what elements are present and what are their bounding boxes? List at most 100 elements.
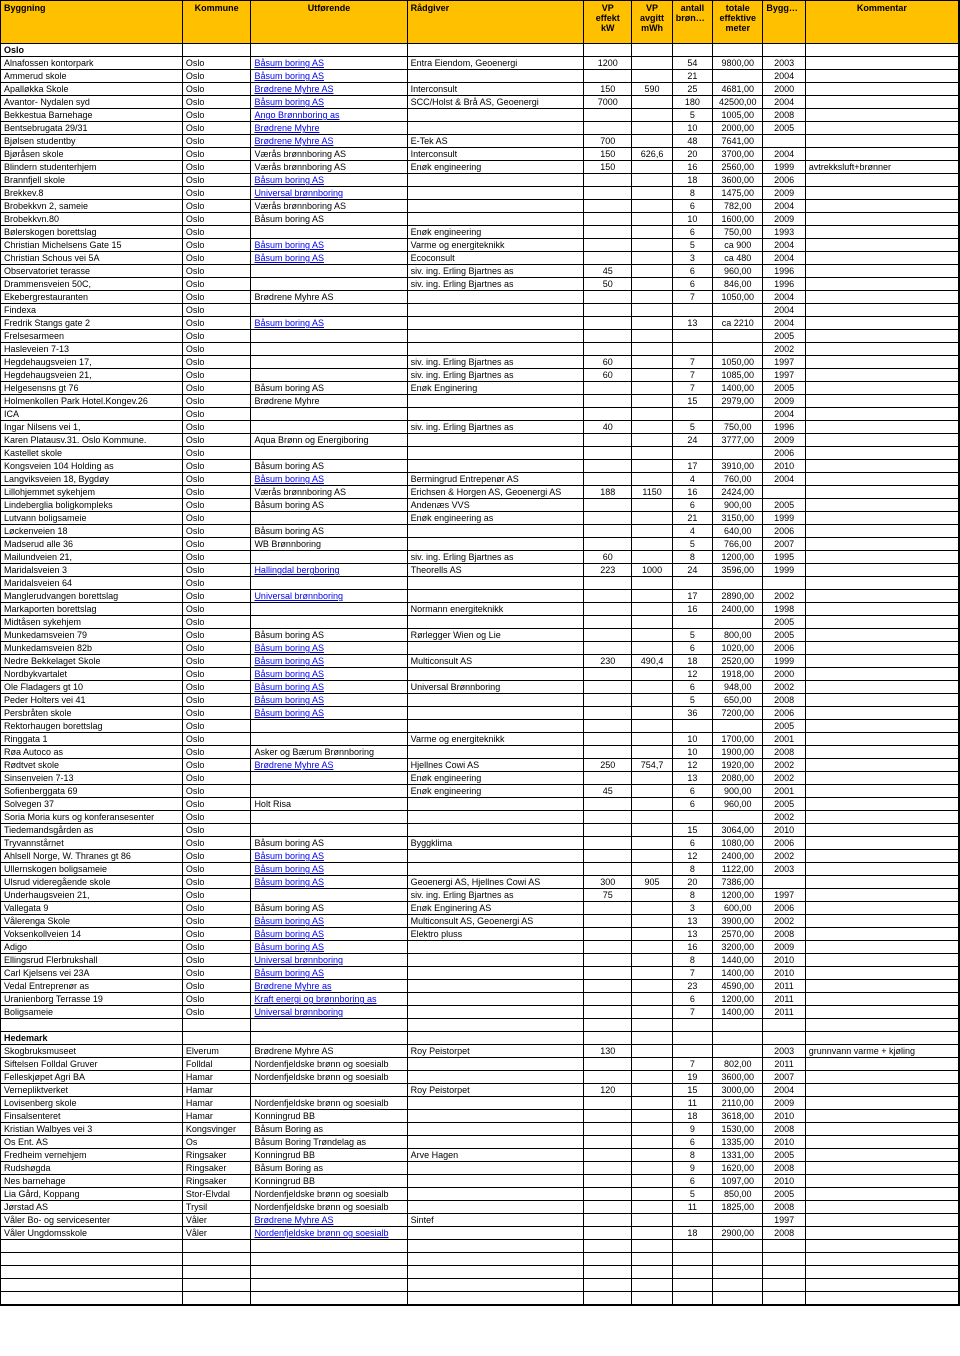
cell-kommentar xyxy=(805,226,958,239)
cell-kommune: Ringsaker xyxy=(182,1175,251,1188)
link[interactable]: Båsum boring AS xyxy=(254,58,324,68)
link[interactable]: Hallingdal bergboring xyxy=(254,565,339,575)
link[interactable]: Universal brønnboring xyxy=(254,955,343,965)
cell-utforende: Båsum boring AS xyxy=(251,642,407,655)
link[interactable]: Brødrene Myhre AS xyxy=(254,136,333,146)
table-row: EkebergrestaurantenOsloBrødrene Myhre AS… xyxy=(1,291,959,304)
cell-radgiver: Varme og energiteknikk xyxy=(407,239,583,252)
link[interactable]: Båsum boring AS xyxy=(254,877,324,887)
cell-utforende: Brødrene Myhre as xyxy=(251,980,407,993)
link[interactable]: Båsum boring AS xyxy=(254,682,324,692)
cell-kommune: Oslo xyxy=(182,941,251,954)
cell-radgiver: Roy Peistorpet xyxy=(407,1084,583,1097)
cell-radgiver xyxy=(407,967,583,980)
link[interactable]: Båsum boring AS xyxy=(254,864,324,874)
cell-kommune: Oslo xyxy=(182,837,251,850)
cell-vp-effekt xyxy=(584,694,632,707)
link[interactable]: Båsum boring AS xyxy=(254,929,324,939)
link[interactable]: Båsum boring AS xyxy=(254,71,324,81)
cell-radgiver xyxy=(407,213,583,226)
cell-utforende: Nordenfjeldske brønn og soesialb xyxy=(251,1227,407,1240)
cell-byggning: Nes barnehage xyxy=(1,1175,182,1188)
cell-totale: 782,00 xyxy=(713,200,763,213)
link[interactable]: Båsum boring AS xyxy=(254,656,324,666)
cell-vp-effekt xyxy=(584,668,632,681)
cell-kommune: Oslo xyxy=(182,720,251,733)
cell-totale: 1200,00 xyxy=(713,993,763,1006)
cell-vp-avgitt xyxy=(632,213,672,226)
link[interactable]: Båsum boring AS xyxy=(254,474,324,484)
cell-vp-avgitt xyxy=(632,1214,672,1227)
cell-antall: 13 xyxy=(672,317,712,330)
cell-kommentar xyxy=(805,174,958,187)
link[interactable]: Båsum boring AS xyxy=(254,708,324,718)
cell-kommune: Oslo xyxy=(182,343,251,356)
cell-vp-effekt xyxy=(584,70,632,83)
cell-radgiver: Varme og energiteknikk xyxy=(407,733,583,746)
cell-totale: 1050,00 xyxy=(713,356,763,369)
link[interactable]: Båsum boring AS xyxy=(254,97,324,107)
link[interactable]: Båsum boring AS xyxy=(254,968,324,978)
cell-antall: 9 xyxy=(672,1123,712,1136)
cell-utforende: Brødrene Myhre xyxy=(251,395,407,408)
link[interactable]: Båsum boring AS xyxy=(254,942,324,952)
link[interactable]: Båsum boring AS xyxy=(254,253,324,263)
cell-radgiver xyxy=(407,395,583,408)
cell-radgiver: siv. ing. Erling Bjartnes as xyxy=(407,265,583,278)
cell-radgiver xyxy=(407,811,583,824)
cell-byggning: Munkedamsveien 82b xyxy=(1,642,182,655)
data-table: Byggning Kommune Utførende Rådgiver VPef… xyxy=(1,1,959,1305)
cell-vp-avgitt xyxy=(632,200,672,213)
link[interactable]: Båsum boring AS xyxy=(254,240,324,250)
link[interactable]: Universal brønnboring xyxy=(254,188,343,198)
link[interactable]: Båsum boring AS xyxy=(254,669,324,679)
cell-kommentar xyxy=(805,135,958,148)
table-row: Helgesensns gt 76OsloBåsum boring ASEnøk… xyxy=(1,382,959,395)
link[interactable]: Brødrene Myhre AS xyxy=(254,84,333,94)
cell-kommentar xyxy=(805,616,958,629)
table-row: Lindeberglia boligkompleksOsloBåsum bori… xyxy=(1,499,959,512)
cell-utforende: Aqua Brønn og Energiboring xyxy=(251,434,407,447)
link[interactable]: Brødrene Myhre as xyxy=(254,981,331,991)
link[interactable]: Kraft energi og brønnboring as xyxy=(254,994,376,1004)
link[interactable]: Brødrene Myhre AS xyxy=(254,1215,333,1225)
cell-byggear: 2006 xyxy=(763,525,805,538)
cell-kommune: Oslo xyxy=(182,850,251,863)
cell-utforende: Værås brønnboring AS xyxy=(251,161,407,174)
cell-vp-effekt: 1200 xyxy=(584,57,632,70)
link[interactable]: Båsum boring AS xyxy=(254,695,324,705)
cell-byggear: 2011 xyxy=(763,980,805,993)
table-row: AdigoOsloBåsum boring AS163200,002009 xyxy=(1,941,959,954)
cell-vp-effekt xyxy=(584,226,632,239)
cell-vp-avgitt xyxy=(632,447,672,460)
link[interactable]: Båsum boring AS xyxy=(254,916,324,926)
cell-utforende: Båsum boring AS xyxy=(251,70,407,83)
table-row: Bekkestua BarnehageOsloAngo Brønnboring … xyxy=(1,109,959,122)
cell-byggear: 1997 xyxy=(763,369,805,382)
link[interactable]: Brødrene Myhre AS xyxy=(254,760,333,770)
link[interactable]: Båsum boring AS xyxy=(254,851,324,861)
cell-totale: 4681,00 xyxy=(713,83,763,96)
link[interactable]: Brødrene Myhre xyxy=(254,123,319,133)
link[interactable]: Universal brønnboring xyxy=(254,591,343,601)
link[interactable]: Båsum boring AS xyxy=(254,643,324,653)
cell-utforende: Båsum boring AS xyxy=(251,902,407,915)
link[interactable]: Nordenfjeldske brønn og soesialb xyxy=(254,1228,388,1238)
link[interactable]: Båsum boring AS xyxy=(254,318,324,328)
cell-vp-avgitt xyxy=(632,707,672,720)
cell-byggning: Hegdehaugsveien 21, xyxy=(1,369,182,382)
cell-utforende: Konningrud BB xyxy=(251,1149,407,1162)
link[interactable]: Universal brønnboring xyxy=(254,1007,343,1017)
cell-utforende: Båsum boring AS xyxy=(251,967,407,980)
cell-utforende xyxy=(251,369,407,382)
link[interactable]: Ango Brønnboring as xyxy=(254,110,339,120)
cell-utforende: Brødrene Myhre AS xyxy=(251,291,407,304)
cell-kommune: Oslo xyxy=(182,57,251,70)
cell-utforende: Båsum boring AS xyxy=(251,473,407,486)
cell-vp-effekt xyxy=(584,174,632,187)
cell-kommentar xyxy=(805,83,958,96)
link[interactable]: Båsum boring AS xyxy=(254,175,324,185)
cell-utforende xyxy=(251,304,407,317)
cell-kommune: Oslo xyxy=(182,291,251,304)
cell-vp-avgitt xyxy=(632,421,672,434)
